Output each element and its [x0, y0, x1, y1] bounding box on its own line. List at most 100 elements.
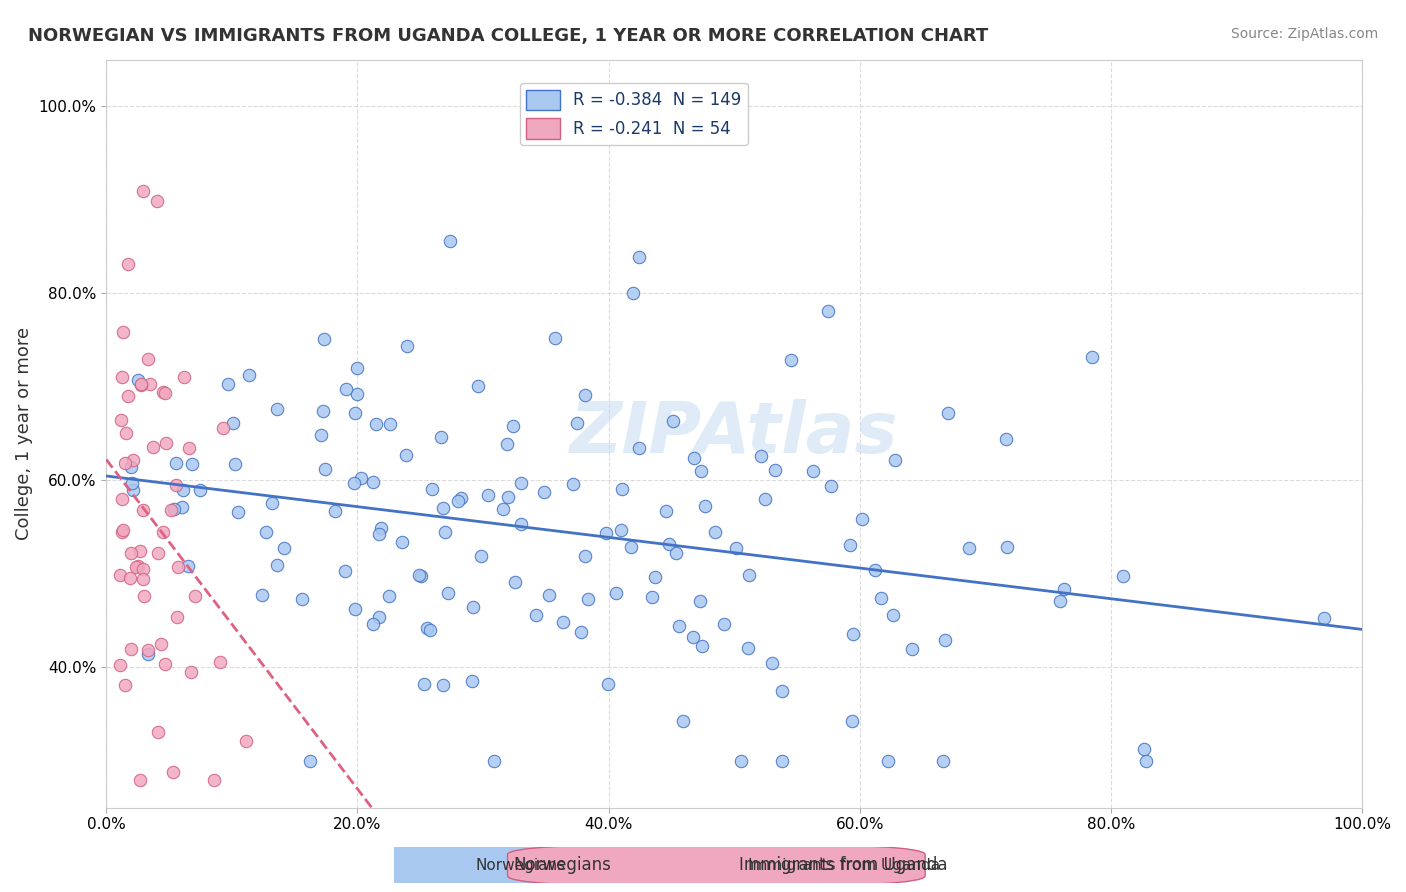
Point [412, 677, 434, 691]
Point [439, 235, 461, 249]
Point [605, 586, 627, 600]
Point [416, 621, 439, 635]
Point [432, 501, 454, 516]
Point [496, 436, 519, 450]
Point [111, 524, 134, 539]
Point [212, 421, 235, 435]
Point [132, 572, 155, 586]
Point [690, 639, 713, 653]
Point [995, 432, 1018, 446]
Point [173, 370, 195, 384]
Point [131, 377, 153, 392]
Point [477, 487, 499, 501]
Point [408, 567, 430, 582]
Point [380, 417, 402, 431]
Point [172, 483, 194, 497]
Point [851, 512, 873, 526]
Point [250, 588, 273, 602]
Point [689, 594, 711, 608]
Point [122, 483, 145, 498]
Point [693, 499, 716, 513]
Point [108, 657, 131, 672]
Point [166, 610, 188, 624]
Point [117, 389, 139, 403]
FancyBboxPatch shape [508, 844, 925, 887]
Point [738, 568, 761, 582]
Point [682, 630, 704, 644]
Point [162, 764, 184, 779]
Point [368, 526, 391, 541]
Point [610, 482, 633, 496]
Point [309, 428, 332, 442]
Point [312, 332, 335, 346]
Point [111, 325, 134, 339]
Point [202, 772, 225, 787]
Point [180, 665, 202, 679]
Point [1135, 754, 1157, 768]
Point [120, 459, 142, 474]
Point [114, 456, 136, 470]
FancyBboxPatch shape [236, 844, 652, 887]
Point [323, 504, 346, 518]
Point [146, 194, 169, 208]
Point [1132, 741, 1154, 756]
Point [420, 482, 443, 496]
Legend: R = -0.384  N = 149, R = -0.241  N = 54: R = -0.384 N = 149, R = -0.241 N = 54 [520, 83, 748, 145]
Point [224, 457, 246, 471]
Point [574, 388, 596, 402]
Point [1049, 594, 1071, 608]
Point [111, 491, 134, 506]
Point [165, 456, 187, 470]
Point [551, 615, 574, 629]
Point [266, 401, 288, 416]
Point [877, 754, 900, 768]
Point [668, 619, 690, 633]
Point [801, 464, 824, 478]
Point [344, 601, 367, 615]
Point [713, 616, 735, 631]
Point [574, 549, 596, 563]
Point [273, 541, 295, 556]
Point [136, 642, 159, 657]
Point [595, 526, 617, 541]
Point [870, 591, 893, 605]
Point [142, 440, 165, 454]
Point [470, 549, 492, 564]
Point [125, 559, 148, 574]
Point [343, 406, 366, 420]
Point [482, 754, 505, 768]
Point [770, 754, 793, 768]
Point [266, 558, 288, 573]
Point [820, 479, 842, 493]
Point [378, 589, 401, 603]
Point [108, 568, 131, 582]
Point [644, 570, 666, 584]
Point [510, 476, 533, 491]
Point [770, 684, 793, 698]
Point [111, 523, 134, 537]
Point [567, 416, 589, 430]
Point [754, 491, 776, 506]
Point [863, 563, 886, 577]
Point [655, 504, 678, 518]
Point [934, 633, 956, 648]
Text: ZIPAtlas: ZIPAtlas [569, 399, 898, 468]
Point [146, 546, 169, 560]
Point [184, 589, 207, 603]
Point [364, 417, 387, 431]
Point [524, 608, 547, 623]
Point [447, 494, 470, 508]
Point [314, 462, 336, 476]
Point [312, 404, 335, 418]
Point [703, 524, 725, 539]
Point [131, 503, 153, 517]
Point [226, 504, 249, 518]
Point [690, 464, 713, 478]
Point [463, 600, 485, 615]
Point [208, 656, 231, 670]
Point [391, 535, 413, 549]
Point [1112, 569, 1135, 583]
Point [496, 490, 519, 504]
Point [995, 540, 1018, 554]
Point [152, 385, 174, 400]
